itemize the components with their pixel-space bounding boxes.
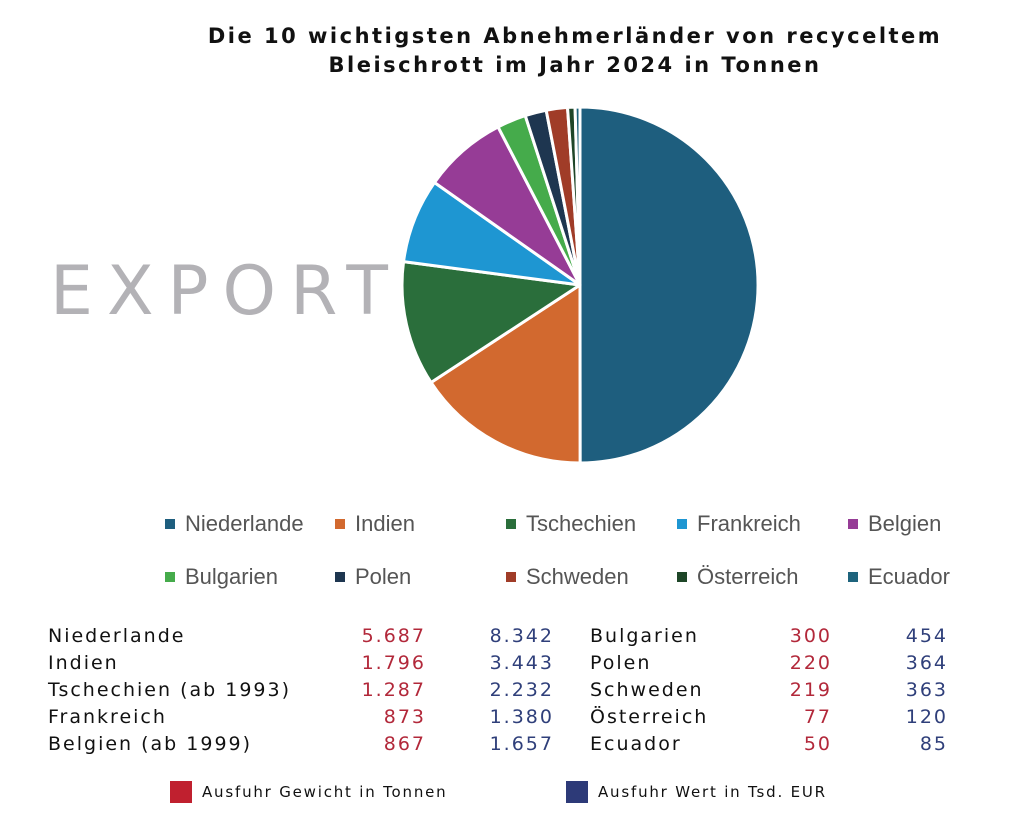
table-left-weights: 5.687 1.796 1.287 873 867: [330, 623, 426, 758]
table-cell-country: Frankreich: [48, 704, 291, 731]
legend-label: Belgien: [868, 511, 941, 537]
legend-item-tschechien: Tschechien: [506, 511, 636, 537]
legend-swatch: [506, 572, 516, 582]
legend-label: Ecuador: [868, 564, 950, 590]
table-cell-weight: 220: [760, 650, 832, 677]
table-cell-country: Ecuador: [590, 731, 708, 758]
legend-item-schweden: Schweden: [506, 564, 629, 590]
legend-item-oesterreich: Österreich: [677, 564, 798, 590]
table-cell-value: 454: [880, 623, 948, 650]
legend-item-bulgarien: Bulgarien: [165, 564, 278, 590]
legend-swatch: [506, 519, 516, 529]
table-cell-weight: 50: [760, 731, 832, 758]
legend-label: Schweden: [526, 564, 629, 590]
legend-label: Polen: [355, 564, 411, 590]
table-cell-value: 120: [880, 704, 948, 731]
table-right-names: Bulgarien Polen Schweden Österreich Ecua…: [590, 623, 708, 758]
table-cell-weight: 1.796: [330, 650, 426, 677]
table-cell-weight: 5.687: [330, 623, 426, 650]
legend-item-niederlande: Niederlande: [165, 511, 304, 537]
table-right-weights: 300 220 219 77 50: [760, 623, 832, 758]
legend-swatch: [335, 519, 345, 529]
table-cell-value: 3.443: [456, 650, 554, 677]
legend-swatch: [677, 572, 687, 582]
table-cell-weight: 300: [760, 623, 832, 650]
table-cell-value: 2.232: [456, 677, 554, 704]
key-swatch-value: [566, 781, 588, 803]
legend-swatch: [848, 519, 858, 529]
legend-swatch: [335, 572, 345, 582]
table-left-names: Niederlande Indien Tschechien (ab 1993) …: [48, 623, 291, 758]
legend-label: Indien: [355, 511, 415, 537]
table-cell-weight: 1.287: [330, 677, 426, 704]
legend-label: Niederlande: [185, 511, 304, 537]
table-cell-weight: 219: [760, 677, 832, 704]
legend-item-belgien: Belgien: [848, 511, 941, 537]
table-cell-value: 85: [880, 731, 948, 758]
key-swatch-weight: [170, 781, 192, 803]
table-cell-weight: 77: [760, 704, 832, 731]
table-cell-country: Österreich: [590, 704, 708, 731]
table-cell-value: 1.380: [456, 704, 554, 731]
legend-swatch: [848, 572, 858, 582]
table-cell-value: 8.342: [456, 623, 554, 650]
legend-label: Tschechien: [526, 511, 636, 537]
legend-label: Österreich: [697, 564, 798, 590]
key-value: Ausfuhr Wert in Tsd. EUR: [566, 781, 827, 803]
legend-item-ecuador: Ecuador: [848, 564, 950, 590]
table-cell-country: Tschechien (ab 1993): [48, 677, 291, 704]
table-cell-value: 363: [880, 677, 948, 704]
key-label-weight: Ausfuhr Gewicht in Tonnen: [202, 783, 448, 801]
table-cell-weight: 873: [330, 704, 426, 731]
pie-slice-niederlande: [580, 107, 758, 463]
key-weight: Ausfuhr Gewicht in Tonnen: [170, 781, 448, 803]
legend-label: Bulgarien: [185, 564, 278, 590]
table-left-values: 8.342 3.443 2.232 1.380 1.657: [456, 623, 554, 758]
table-cell-value: 1.657: [456, 731, 554, 758]
legend-swatch: [677, 519, 687, 529]
legend-item-polen: Polen: [335, 564, 411, 590]
legend-label: Frankreich: [697, 511, 801, 537]
table-cell-weight: 867: [330, 731, 426, 758]
legend-swatch: [165, 519, 175, 529]
table-cell-country: Indien: [48, 650, 291, 677]
table-cell-country: Polen: [590, 650, 708, 677]
table-cell-country: Schweden: [590, 677, 708, 704]
table-cell-country: Bulgarien: [590, 623, 708, 650]
key-label-value: Ausfuhr Wert in Tsd. EUR: [598, 783, 827, 801]
table-cell-value: 364: [880, 650, 948, 677]
table-cell-country: Niederlande: [48, 623, 291, 650]
table-cell-country: Belgien (ab 1999): [48, 731, 291, 758]
legend-swatch: [165, 572, 175, 582]
table-right-values: 454 364 363 120 85: [880, 623, 948, 758]
legend-item-indien: Indien: [335, 511, 415, 537]
legend-item-frankreich: Frankreich: [677, 511, 801, 537]
